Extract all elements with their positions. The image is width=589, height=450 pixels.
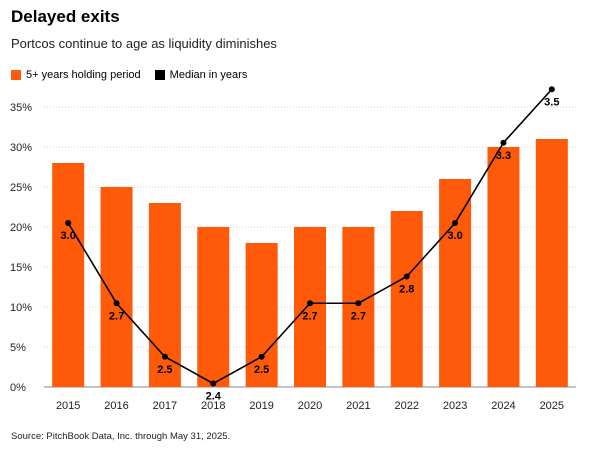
median-data-label: 2.8 <box>399 284 414 296</box>
legend-swatch-holding-period <box>11 70 21 80</box>
bar <box>294 227 326 387</box>
median-data-label: 2.4 <box>206 391 222 403</box>
median-data-label: 3.3 <box>496 150 511 162</box>
y-tick-label: 10% <box>10 302 32 314</box>
x-tick-label: 2015 <box>56 400 80 412</box>
median-point <box>307 300 313 307</box>
x-tick-label: 2024 <box>491 400 515 412</box>
y-tick-label: 15% <box>10 262 32 274</box>
x-tick-label: 2018 <box>201 400 225 412</box>
x-tick-label: 2021 <box>346 400 370 412</box>
median-point <box>403 273 410 280</box>
legend-label-median: Median in years <box>169 69 248 81</box>
bar <box>52 163 85 387</box>
y-tick-label: 25% <box>10 182 32 194</box>
x-tick-label: 2025 <box>540 400 564 412</box>
x-tick-label: 2017 <box>153 400 177 412</box>
y-tick-label: 5% <box>10 342 26 354</box>
median-data-label: 2.7 <box>109 310 124 322</box>
median-point <box>113 300 120 307</box>
median-data-label: 3.0 <box>447 230 462 242</box>
median-point <box>258 353 265 360</box>
median-data-label: 2.7 <box>351 310 366 322</box>
x-tick-label: 2019 <box>249 400 273 412</box>
x-tick-label: 2023 <box>443 400 467 412</box>
bar <box>342 227 375 387</box>
median-point <box>500 139 507 146</box>
source-note: Source: PitchBook Data, Inc. through May… <box>11 431 231 442</box>
legend-item-holding-period: 5+ years holding period <box>11 69 141 81</box>
median-data-label: 2.5 <box>254 364 269 376</box>
bar <box>390 211 423 387</box>
median-point <box>210 380 217 387</box>
chart-title: Delayed exits <box>11 7 120 26</box>
median-data-label: 3.5 <box>544 96 559 108</box>
legend-item-median: Median in years <box>154 69 248 81</box>
median-point <box>355 300 362 307</box>
y-tick-label: 30% <box>10 142 32 154</box>
bar <box>197 227 230 387</box>
median-point <box>548 86 555 93</box>
median-data-label: 3.0 <box>61 230 76 242</box>
chart-subtitle: Portcos continue to age as liquidity dim… <box>11 36 277 51</box>
y-tick-label: 0% <box>10 382 26 394</box>
median-data-label: 2.5 <box>157 364 172 376</box>
x-tick-label: 2020 <box>298 400 322 412</box>
bar <box>535 139 568 387</box>
x-tick-label: 2022 <box>394 400 418 412</box>
legend: 5+ years holding period Median in years <box>11 69 261 81</box>
bar <box>487 147 520 387</box>
y-tick-label: 35% <box>10 102 32 114</box>
bar <box>100 187 133 387</box>
y-tick-label: 20% <box>10 222 32 234</box>
x-tick-label: 2016 <box>104 400 128 412</box>
median-point <box>65 220 72 226</box>
median-data-label: 2.7 <box>302 310 317 322</box>
legend-label-holding-period: 5+ years holding period <box>26 69 141 81</box>
legend-swatch-median <box>154 70 165 80</box>
median-point <box>452 220 459 226</box>
median-point <box>161 353 168 360</box>
bar <box>439 179 472 387</box>
